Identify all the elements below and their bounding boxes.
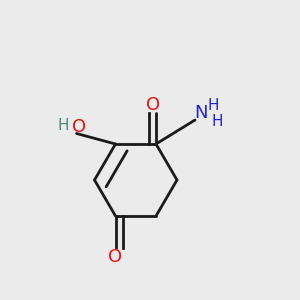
Text: H: H bbox=[207, 98, 219, 112]
Text: H: H bbox=[212, 114, 223, 129]
Text: O: O bbox=[108, 248, 123, 266]
Text: N: N bbox=[194, 103, 208, 122]
Text: H: H bbox=[57, 118, 69, 134]
Text: O: O bbox=[72, 118, 87, 136]
Text: O: O bbox=[146, 96, 160, 114]
